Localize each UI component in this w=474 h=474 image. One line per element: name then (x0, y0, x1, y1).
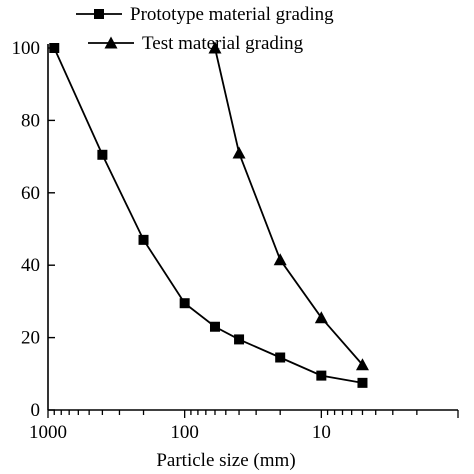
y-tick-label: 20 (21, 328, 40, 349)
x-axis-title: Particle size (mm) (156, 450, 295, 471)
legend-triangle-marker (104, 36, 118, 49)
triangle-marker (314, 311, 328, 324)
triangle-marker (208, 41, 222, 54)
y-tick-label: 100 (12, 38, 41, 59)
triangle-marker (232, 146, 246, 159)
legend-entry-2: Test material grading (88, 33, 304, 54)
legend: Prototype material grading Test material … (76, 4, 334, 54)
legend-label: Prototype material grading (130, 4, 334, 25)
series-1 (49, 43, 368, 388)
square-marker (179, 298, 190, 309)
series-layer (49, 41, 369, 388)
legend-entry-1: Prototype material grading (76, 4, 334, 25)
square-marker (316, 370, 327, 381)
plot-axes: 0 20 40 60 80 100 1000 100 10 (12, 38, 459, 443)
series-2 (208, 41, 369, 371)
square-marker (234, 334, 245, 345)
y-tick-label: 80 (21, 110, 40, 131)
legend-square-marker (94, 9, 104, 19)
triangle-marker (273, 253, 287, 266)
y-tick-label: 0 (31, 400, 41, 421)
legend-label: Test material grading (142, 33, 304, 54)
square-marker (275, 352, 286, 363)
triangle-marker (355, 358, 369, 371)
x-tick-label: 100 (170, 422, 199, 443)
square-marker (209, 321, 220, 332)
series-line (53, 47, 363, 384)
y-tick-label: 40 (21, 255, 40, 276)
square-marker (357, 377, 368, 388)
y-tick-label: 60 (21, 183, 40, 204)
square-marker (49, 43, 60, 53)
x-tick-label: 1000 (29, 422, 67, 443)
x-tick-label: 10 (312, 422, 331, 443)
series-line (214, 47, 364, 366)
square-marker (97, 149, 108, 160)
square-marker (138, 234, 149, 245)
